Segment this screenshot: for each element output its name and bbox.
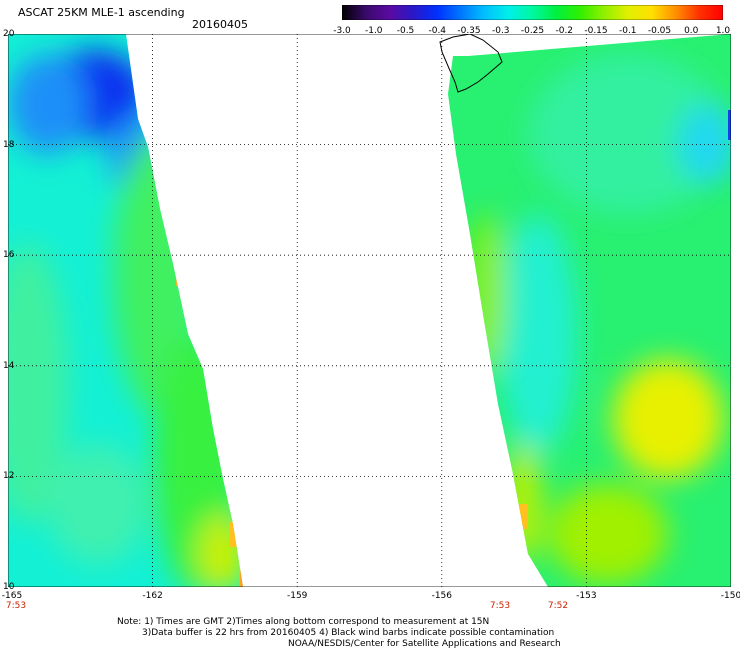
colorbar-tick-label: -0.2 bbox=[555, 26, 574, 36]
lat-lon-grid bbox=[8, 34, 731, 587]
longitude-label: -150 bbox=[720, 591, 740, 601]
right-swath bbox=[448, 34, 731, 587]
map-date: 20160405 bbox=[192, 18, 248, 31]
longitude-label: -156 bbox=[431, 591, 453, 601]
pass-time-label: 7:52 bbox=[547, 601, 569, 611]
colorbar-tick-label: -0.1 bbox=[618, 26, 637, 36]
longitude-label: -159 bbox=[286, 591, 308, 601]
colorbar-tick-label: -0.35 bbox=[457, 26, 481, 36]
latitude-label: 20 bbox=[3, 29, 15, 39]
longitude-label: -165 bbox=[1, 591, 23, 601]
wind-map-plot bbox=[8, 34, 731, 587]
longitude-label: -162 bbox=[142, 591, 163, 601]
note-line-1: Note: 1) Times are GMT 2)Times along bot… bbox=[117, 617, 490, 627]
color-scale-bar bbox=[342, 5, 723, 20]
latitude-label: 12 bbox=[3, 471, 15, 482]
colorbar-tick-label: 0.0 bbox=[684, 26, 699, 36]
latitude-label: 14 bbox=[3, 360, 15, 371]
coastline bbox=[439, 34, 503, 93]
left-swath bbox=[8, 34, 243, 587]
colorbar-tick-label: -1.0 bbox=[364, 26, 383, 36]
colorbar-tick-label: -0.3 bbox=[491, 26, 510, 36]
colorbar-tick-label: 1.0 bbox=[715, 26, 731, 36]
map-title: ASCAT 25KM MLE-1 ascending bbox=[18, 6, 185, 19]
credit-line: NOAA/NESDIS/Center for Satellite Applica… bbox=[288, 639, 561, 649]
colorbar-tick-label: -0.15 bbox=[584, 26, 608, 36]
latitude-label: 16 bbox=[3, 250, 15, 261]
pass-time-label: 7:53 bbox=[489, 601, 511, 611]
colorbar-tick-label: -0.5 bbox=[396, 26, 415, 36]
longitude-label: -153 bbox=[576, 591, 597, 601]
note-line-2: 3)Data buffer is 22 hrs from 20160405 4)… bbox=[142, 628, 555, 638]
colorbar-tick-label: -0.4 bbox=[428, 26, 447, 36]
colorbar-tick-label: -3.0 bbox=[333, 26, 351, 36]
latitude-label: 10 bbox=[3, 582, 15, 592]
colorbar-tick-label: -0.25 bbox=[520, 26, 545, 36]
latitude-label: 18 bbox=[3, 139, 15, 150]
colorbar-tick-label: -0.05 bbox=[647, 26, 672, 36]
pass-time-label: 7:53 bbox=[5, 601, 27, 611]
